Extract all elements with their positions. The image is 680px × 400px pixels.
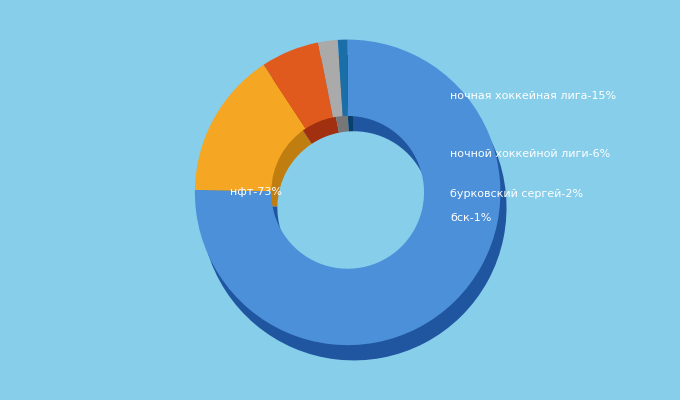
Wedge shape — [338, 40, 347, 116]
Wedge shape — [201, 55, 507, 360]
Wedge shape — [324, 55, 349, 133]
Wedge shape — [201, 80, 311, 206]
Text: бурковский сергей-2%: бурковский сергей-2% — [450, 189, 583, 199]
Wedge shape — [270, 58, 339, 144]
Text: нфт-73%: нфт-73% — [230, 187, 282, 197]
Wedge shape — [195, 65, 305, 191]
Wedge shape — [195, 40, 500, 345]
Wedge shape — [318, 40, 343, 118]
Text: бск-1%: бск-1% — [450, 213, 492, 223]
Text: ночной хоккейной лиги-6%: ночной хоккейной лиги-6% — [450, 149, 610, 159]
Text: ночная хоккейная лига-15%: ночная хоккейная лига-15% — [450, 91, 616, 101]
Wedge shape — [264, 42, 333, 128]
Wedge shape — [344, 55, 354, 132]
